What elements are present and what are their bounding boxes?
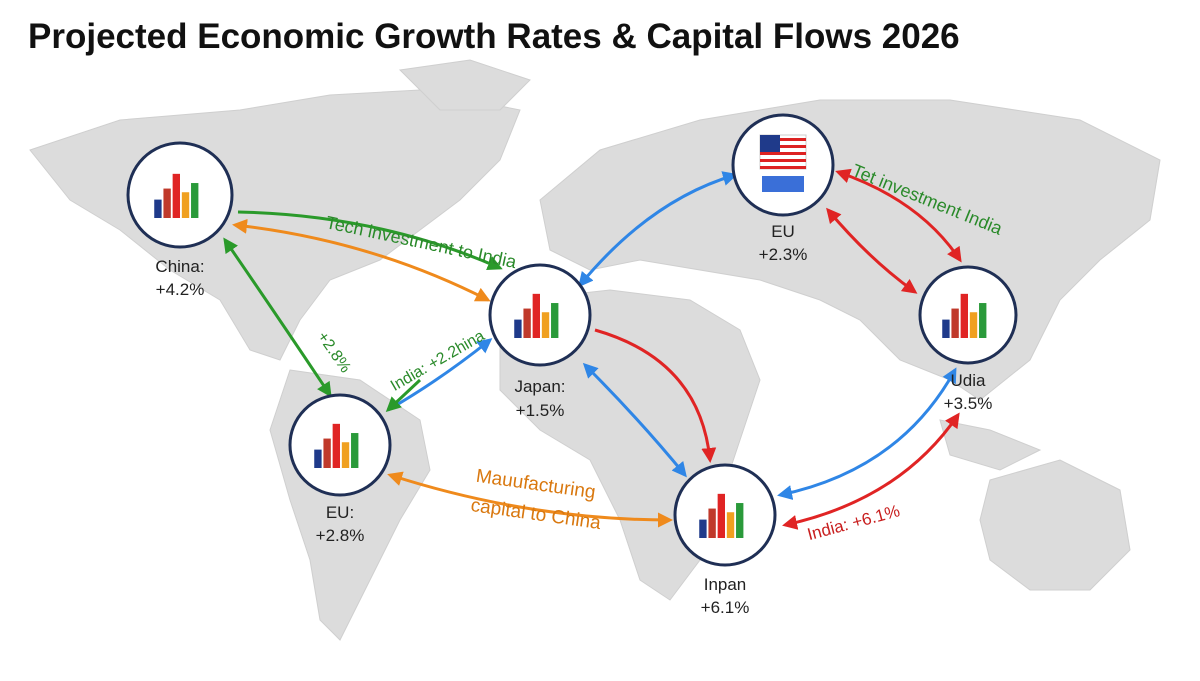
node-value: +4.2%	[156, 280, 205, 299]
flag-icon	[759, 134, 807, 192]
node-value: +6.1%	[701, 598, 750, 617]
arrow	[237, 210, 503, 271]
node: EU: +2.8%	[288, 393, 392, 545]
node: Japan: +1.5%	[488, 263, 592, 420]
node: Inpan +6.1%	[673, 463, 777, 617]
arrow	[385, 378, 422, 413]
flow-label: +2.8%	[314, 329, 354, 376]
node-label: Udia	[951, 371, 987, 390]
flow-label: India: +2.2hina	[388, 327, 488, 394]
node-value: +3.5%	[944, 394, 993, 413]
node: China: +4.2%	[126, 141, 234, 299]
node-value: +2.8%	[316, 526, 365, 545]
node-label: EU:	[326, 503, 354, 522]
arrow	[777, 367, 957, 500]
arrow	[578, 171, 738, 288]
arrow	[782, 412, 960, 530]
flow-label: India: +6.1%	[805, 501, 902, 544]
flow-arrows	[223, 168, 962, 530]
arrow	[232, 218, 491, 302]
node-label: China:	[155, 257, 204, 276]
node-label: Japan:	[514, 377, 565, 396]
node: Udia +3.5%	[918, 265, 1018, 413]
node-value: +2.3%	[759, 245, 808, 264]
title: Projected Economic Growth Rates & Capita…	[28, 17, 960, 56]
node-label: EU	[771, 222, 795, 241]
arrow	[826, 207, 918, 294]
node-value: +1.5%	[516, 401, 565, 420]
arrow	[582, 362, 687, 478]
node: EU +2.3%	[731, 113, 835, 264]
node-label: Inpan	[704, 575, 747, 594]
arrow	[223, 237, 332, 398]
arrow	[387, 471, 673, 528]
